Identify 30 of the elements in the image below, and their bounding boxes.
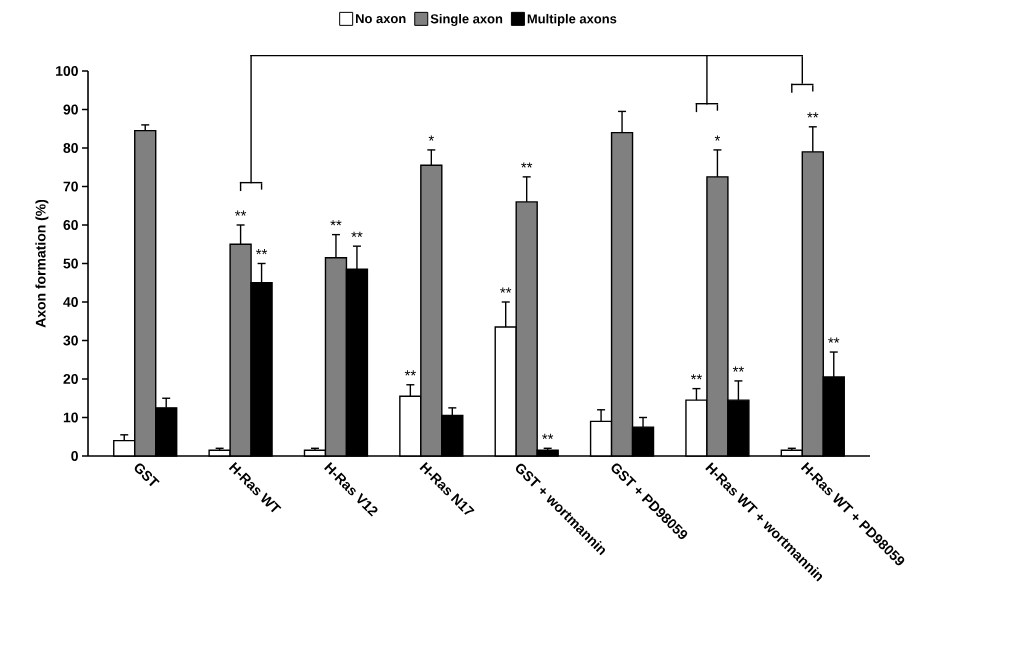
annotation: ** [521, 162, 533, 168]
legend-label: Single axon [430, 13, 503, 27]
y-tick-label: 80 [63, 143, 78, 153]
y-tick-label: 90 [63, 104, 78, 115]
annotation: ** [690, 374, 703, 380]
annotation: ** [732, 366, 744, 372]
annotation: ** [255, 249, 268, 255]
annotation: ** [807, 112, 819, 118]
y-tick-label: 60 [63, 220, 78, 230]
y-tick-label: 0 [71, 451, 78, 461]
annotation: ** [404, 370, 416, 376]
annotation: ** [500, 287, 512, 293]
annotation: ** [235, 210, 247, 216]
annotation: * [714, 135, 721, 141]
y-tick-label: 50 [63, 258, 78, 269]
y-tick-label: 30 [63, 335, 78, 346]
annotation: ** [330, 220, 342, 226]
y-axis-title: Axon formation (%) [35, 199, 49, 328]
y-tick-label: 100 [56, 66, 78, 76]
annotation: ** [542, 433, 554, 440]
annotation: * [428, 135, 434, 141]
annotation: ** [828, 337, 840, 343]
y-tick-label: 20 [63, 374, 78, 384]
y-tick-label: 10 [63, 412, 78, 423]
legend-label: No axon [356, 14, 406, 24]
annotation: ** [351, 231, 363, 237]
legend-label: Multiple axons [527, 13, 617, 26]
y-tick-label: 70 [63, 181, 78, 192]
y-tick-label: 40 [63, 297, 78, 307]
x-tick-label: GST [134, 463, 160, 487]
